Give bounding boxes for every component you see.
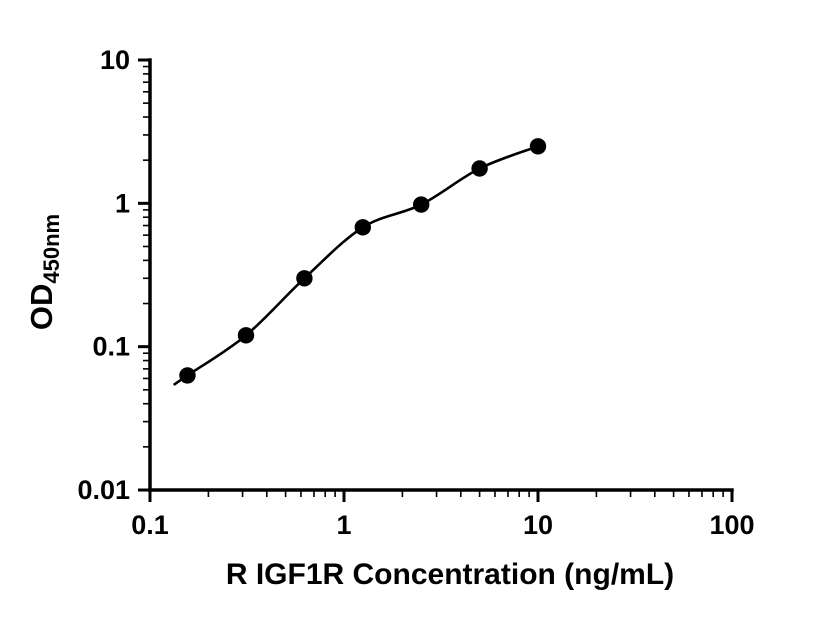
plot-layer (173, 138, 547, 386)
y-tick-label: 0.1 (92, 332, 130, 362)
y-tick-label: 1 (115, 188, 130, 218)
x-tick-label: 0.1 (131, 510, 169, 540)
y-tick-label: 10 (100, 45, 130, 75)
data-point (413, 196, 430, 213)
data-point (237, 327, 255, 344)
data-point (179, 367, 196, 384)
y-axis-title-subscript: 450nm (39, 214, 64, 284)
x-tick-label: 1 (336, 510, 351, 540)
axes-layer (148, 58, 734, 492)
y-axis-title-main: OD (24, 284, 59, 331)
data-point (471, 160, 488, 177)
y-tick-label: 0.01 (77, 475, 130, 505)
y-axis-title: OD450nm (24, 214, 64, 330)
fitted-curve (173, 142, 545, 386)
x-tick-label: 100 (709, 510, 754, 540)
x-tick-label: 10 (523, 510, 553, 540)
x-axis-title: R IGF1R Concentration (ng/mL) (226, 558, 674, 591)
data-point (529, 138, 547, 155)
data-point (354, 219, 371, 236)
data-point (296, 270, 313, 287)
